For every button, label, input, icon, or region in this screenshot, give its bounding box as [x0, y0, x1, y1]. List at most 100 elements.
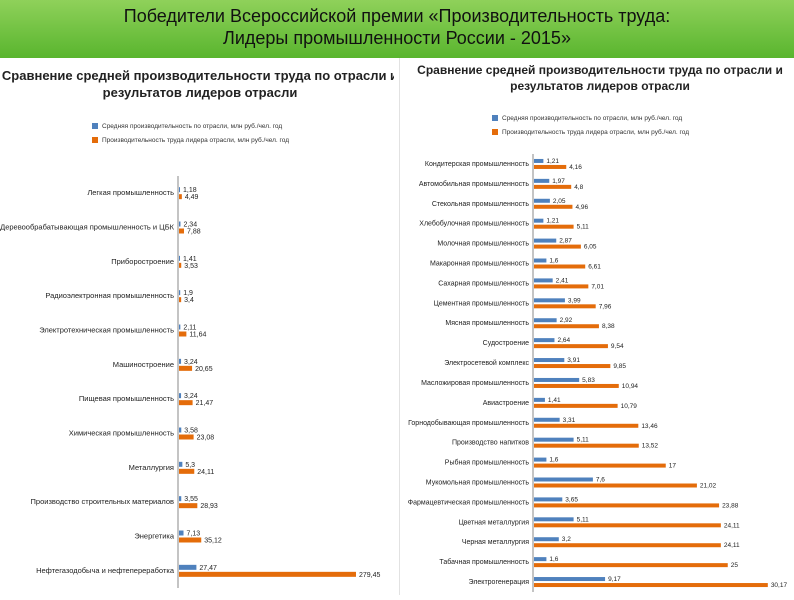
chart-right: Сравнение средней производительности тру… — [408, 63, 788, 592]
bar-leader — [534, 523, 721, 528]
bar-average — [179, 187, 180, 193]
bar-leader — [534, 423, 639, 428]
bar-average — [534, 278, 553, 283]
data-label: 5,3 — [185, 462, 195, 469]
data-label: 1,21 — [546, 158, 559, 165]
bar-average — [534, 497, 563, 502]
bar-leader — [534, 184, 572, 189]
data-label: 24,11 — [197, 469, 214, 476]
category-label: Черная металлургия — [462, 539, 529, 546]
data-label: 3,4 — [184, 297, 194, 304]
category-label: Нефтегазодобыча и нефтепереработка — [36, 566, 175, 575]
category-label: Молочная промышленность — [437, 241, 529, 248]
bar-average — [534, 198, 550, 203]
bar-average — [534, 158, 544, 163]
category-label: Пищевая промышленность — [79, 394, 174, 403]
data-label: 3,24 — [184, 393, 198, 400]
bar-leader — [534, 383, 619, 388]
data-label: 1,18 — [183, 187, 197, 194]
data-label: 3,31 — [563, 417, 576, 424]
bar-leader — [179, 228, 184, 234]
category-label: Машиностроение — [113, 360, 174, 369]
bar-average — [534, 537, 559, 542]
data-label: 5,11 — [577, 224, 590, 231]
data-label: 5,11 — [577, 437, 590, 444]
bar-leader — [534, 403, 618, 408]
data-label: 30,17 — [771, 582, 788, 589]
category-label: Радиоэлектронная промышленность — [45, 291, 174, 300]
data-label: 9,54 — [611, 343, 624, 350]
legend-swatch — [492, 129, 498, 135]
bar-leader — [534, 463, 666, 468]
data-label: 1,97 — [552, 178, 565, 185]
chart-title-line: результатов лидеров отрасли — [510, 79, 690, 93]
bar-leader — [179, 571, 356, 577]
category-label: Химическая промышленность — [69, 429, 174, 438]
data-label: 1,6 — [549, 556, 558, 563]
data-label: 1,21 — [546, 218, 559, 225]
bar-average — [179, 255, 180, 261]
bar-average — [534, 318, 557, 323]
bar-leader — [534, 164, 567, 169]
data-label: 27,47 — [199, 565, 217, 572]
data-label: 35,12 — [204, 538, 222, 545]
legend-swatch — [92, 123, 98, 129]
data-label: 7,01 — [591, 283, 604, 290]
bar-average — [534, 338, 555, 343]
category-label: Мукомольная промышленность — [426, 480, 530, 487]
category-label: Фармацевтическая промышленность — [408, 499, 530, 506]
data-label: 4,49 — [185, 194, 199, 201]
data-label: 9,85 — [613, 363, 626, 370]
data-label: 2,11 — [183, 325, 196, 332]
bar-average — [534, 417, 560, 422]
data-label: 10,94 — [622, 383, 639, 390]
bar-average — [179, 393, 182, 399]
chart-title: Сравнение средней производительности тру… — [417, 63, 783, 93]
data-label: 3,91 — [567, 357, 580, 364]
category-label: Производство напитков — [452, 440, 529, 447]
data-label: 3,55 — [184, 496, 198, 503]
data-label: 25 — [731, 562, 739, 569]
chart-title: Сравнение средней производительности тру… — [2, 68, 394, 100]
category-label: Приборостроение — [111, 257, 174, 266]
legend-label: Средняя производительность по отрасли, м… — [502, 114, 682, 122]
bar-leader — [534, 563, 728, 568]
data-label: 3,65 — [565, 496, 578, 503]
data-label: 3,24 — [184, 359, 198, 366]
data-label: 23,88 — [722, 502, 739, 509]
data-label: 23,08 — [197, 435, 215, 442]
bar-leader — [179, 468, 195, 474]
bar-average — [534, 218, 544, 223]
category-label: Деревообрабатывающая промышленность и ЦБ… — [0, 223, 175, 232]
category-label: Судостроение — [483, 340, 529, 347]
data-label: 24,11 — [724, 542, 740, 549]
bar-leader — [179, 400, 193, 406]
data-label: 17 — [669, 463, 677, 470]
bar-leader — [179, 194, 182, 200]
header-title-line1: Победители Всероссийской премии «Произво… — [123, 6, 671, 26]
data-label: 1,41 — [548, 397, 561, 404]
data-label: 13,46 — [641, 423, 658, 430]
bar-leader — [534, 503, 720, 508]
bar-average — [534, 358, 565, 363]
bar-average — [534, 437, 574, 442]
bar-average — [534, 178, 550, 183]
category-label: Авиастроение — [483, 400, 529, 407]
data-label: 1,6 — [549, 258, 558, 265]
data-label: 21,47 — [196, 400, 214, 407]
bar-leader — [534, 483, 697, 488]
data-label: 3,2 — [562, 536, 571, 543]
bar-average — [534, 377, 580, 382]
category-label: Хлебобулочная промышленность — [419, 220, 529, 228]
data-label: 3,58 — [184, 428, 198, 435]
bar-average — [179, 324, 181, 330]
bar-leader — [534, 543, 721, 548]
bar-leader — [534, 284, 589, 289]
data-label: 2,34 — [183, 222, 197, 229]
bar-leader — [179, 537, 202, 543]
category-label: Табачная промышленность — [439, 558, 529, 566]
bar-average — [534, 397, 545, 402]
data-label: 5,83 — [582, 377, 595, 384]
data-label: 7,6 — [596, 477, 605, 484]
data-label: 7,13 — [187, 531, 201, 538]
